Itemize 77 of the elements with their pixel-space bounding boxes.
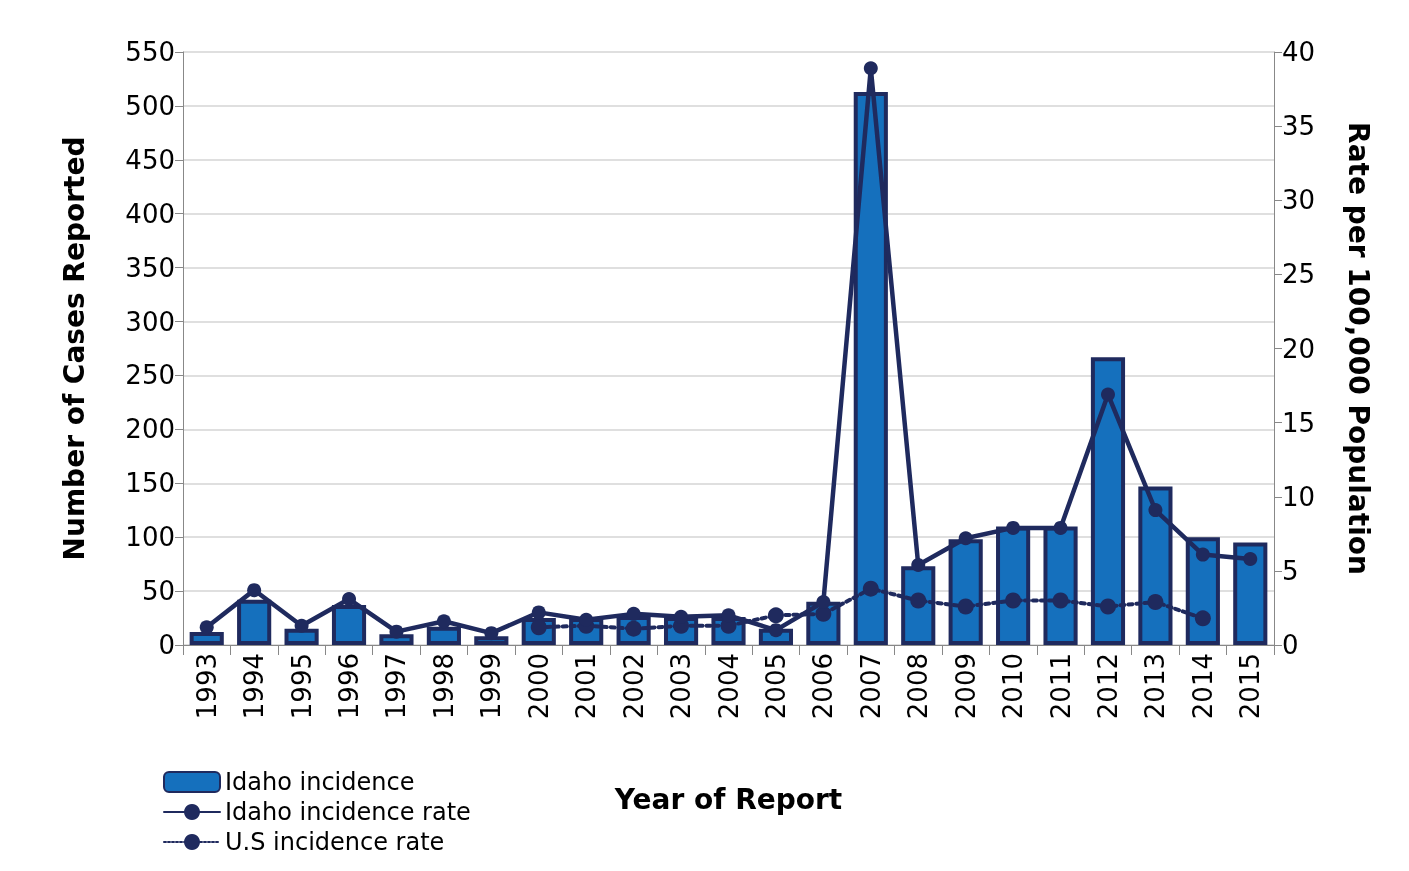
x-tick-label: 1997 — [381, 653, 412, 720]
point — [816, 595, 831, 609]
y2-tick-label: 5 — [1282, 555, 1299, 586]
point — [247, 583, 262, 598]
y-tick-label: 550 — [125, 37, 175, 67]
y2-tick-label: 20 — [1282, 333, 1316, 364]
y-tick-label: 300 — [125, 306, 175, 337]
point — [1053, 520, 1068, 535]
x-axis-title: Year of Report — [613, 782, 843, 816]
x-tick-label: 2002 — [618, 653, 649, 720]
point — [1052, 592, 1069, 609]
point — [910, 592, 927, 609]
point — [294, 618, 309, 633]
point — [1148, 503, 1163, 518]
y-tick-label: 250 — [125, 360, 175, 391]
point — [1006, 520, 1021, 535]
point — [626, 606, 641, 621]
point — [957, 598, 974, 615]
y-tick-label: 500 — [125, 90, 175, 121]
y-axis-title: Number of Cases Reported — [57, 136, 91, 561]
y2-tick-label: 30 — [1282, 185, 1316, 216]
y2-tick-label: 10 — [1282, 481, 1316, 512]
x-tick-label: 2001 — [571, 653, 602, 720]
x-tick-label: 2006 — [808, 653, 839, 720]
point — [767, 607, 784, 624]
point — [389, 624, 404, 639]
x-tick-label: 2015 — [1235, 653, 1266, 720]
point — [436, 614, 451, 629]
y-tick-label: 450 — [125, 144, 175, 175]
x-tick-label: 2014 — [1187, 653, 1218, 720]
y-tick-label: 150 — [125, 468, 175, 499]
point — [1147, 594, 1164, 610]
y2-tick-label: 25 — [1282, 259, 1316, 290]
x-tick-label: 2008 — [903, 653, 934, 720]
y-tick-label: 400 — [125, 198, 175, 229]
legend-label: Idaho incidence rate — [225, 798, 471, 826]
x-tick-label: 2011 — [1045, 653, 1076, 720]
y-tick-label: 50 — [141, 576, 175, 607]
x-tick-label: 1998 — [428, 653, 459, 720]
point — [342, 592, 357, 607]
x-tick-label: 2000 — [523, 653, 554, 720]
y-tick-label: 0 — [158, 630, 175, 660]
point — [863, 61, 878, 76]
x-tick-label: 1999 — [476, 653, 507, 720]
x-tick-label: 1993 — [191, 653, 222, 720]
point — [531, 605, 546, 620]
x-tick-label: 2005 — [760, 653, 791, 720]
y2-tick-label: 15 — [1282, 407, 1316, 438]
legend-label: U.S incidence rate — [225, 828, 445, 856]
x-tick-label: 1994 — [239, 653, 270, 720]
point — [1005, 592, 1022, 609]
point — [1243, 552, 1258, 567]
x-tick-label: 2010 — [998, 653, 1029, 720]
x-tick-label: 1996 — [334, 653, 365, 720]
x-tick-label: 2013 — [1140, 653, 1171, 720]
point — [958, 531, 973, 546]
y-tick-label: 350 — [125, 252, 175, 283]
point — [862, 580, 879, 597]
point — [911, 557, 926, 572]
legend-label: Idaho incidence — [225, 768, 415, 796]
y2-tick-label: 35 — [1282, 111, 1316, 142]
y2-tick-label: 0 — [1282, 630, 1299, 660]
y2-tick-label: 40 — [1282, 37, 1316, 67]
y-tick-label: 200 — [125, 414, 175, 445]
point — [1100, 387, 1115, 402]
x-tick-label: 2009 — [950, 653, 981, 720]
y-tick-label: 100 — [125, 522, 175, 553]
x-tick-label: 2003 — [666, 653, 697, 720]
x-tick-label: 2004 — [713, 653, 744, 720]
point — [1194, 610, 1211, 627]
x-tick-label: 2012 — [1092, 653, 1123, 720]
point — [1099, 598, 1116, 615]
y2-axis-title: Rate per 100,000 Population — [1341, 122, 1375, 575]
x-tick-label: 2007 — [855, 653, 886, 720]
point — [1195, 547, 1210, 562]
x-tick-label: 1995 — [286, 653, 317, 720]
point — [484, 626, 499, 641]
